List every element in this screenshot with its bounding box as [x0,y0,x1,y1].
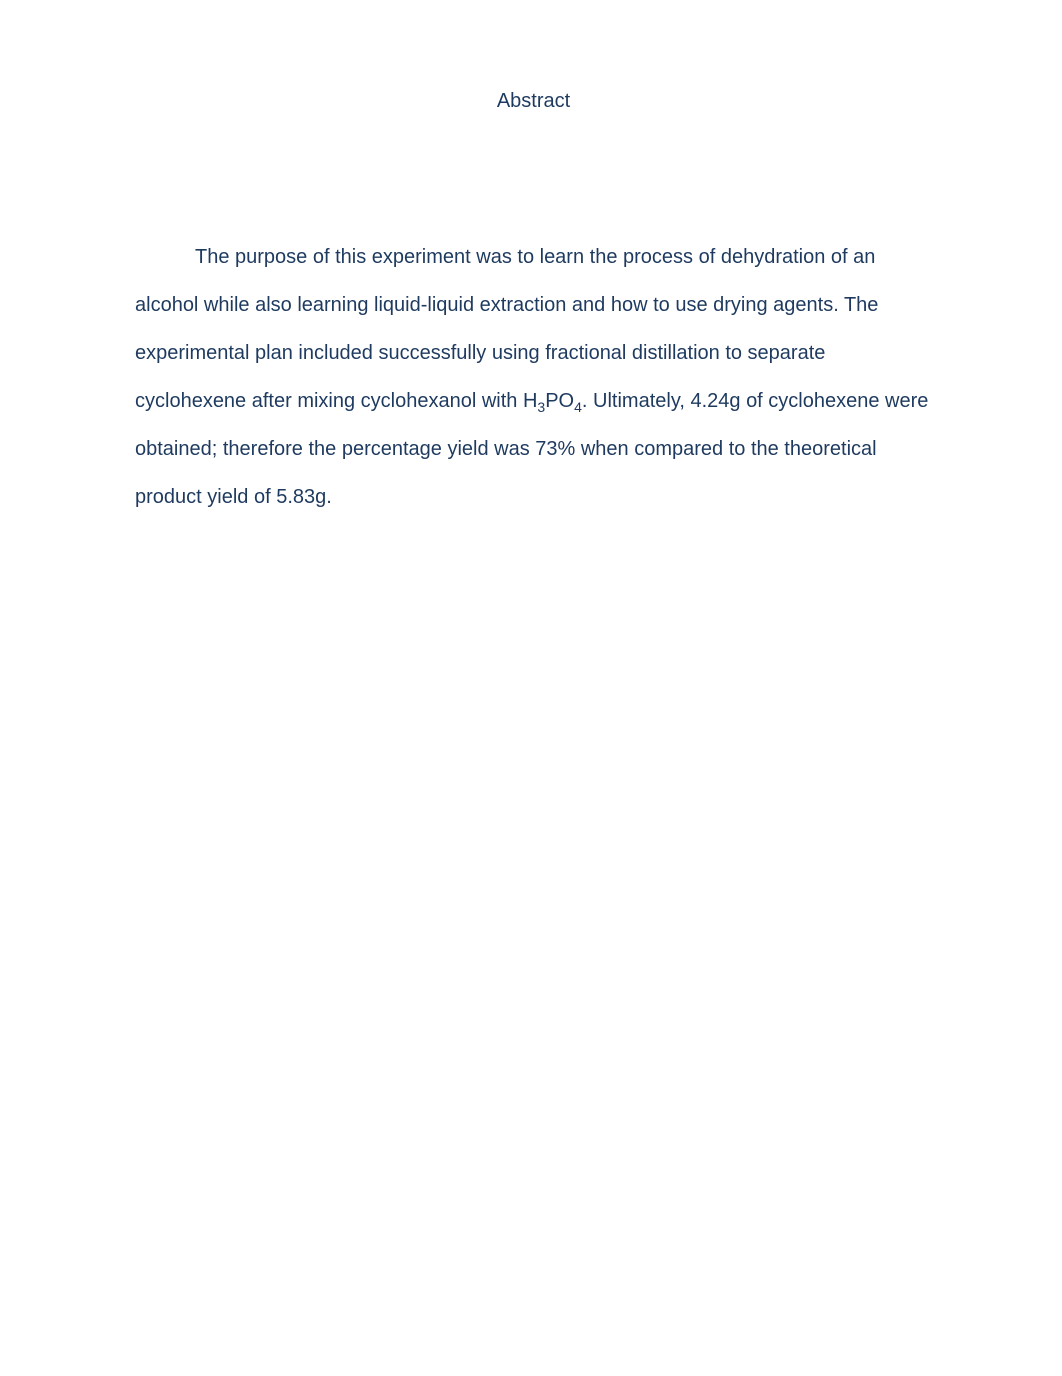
abstract-body: The purpose of this experiment was to le… [135,233,932,521]
page-container: Abstract The purpose of this experiment … [0,0,1062,1376]
body-text-part1: The purpose of this experiment was to le… [135,246,878,412]
chemical-mid: PO [545,390,574,412]
abstract-title: Abstract [135,90,932,113]
chemical-subscript-2: 4 [574,399,582,415]
